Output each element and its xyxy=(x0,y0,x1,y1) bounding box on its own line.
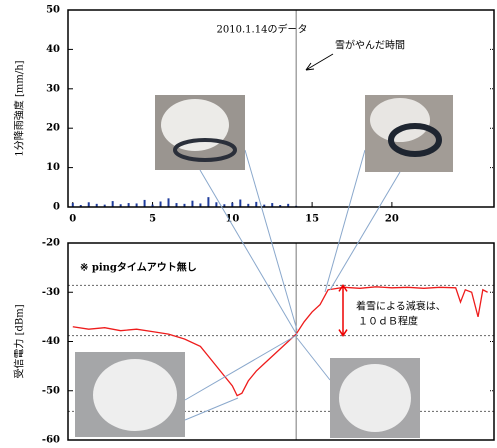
photo-connectors xyxy=(184,149,401,421)
connector xyxy=(184,397,239,421)
connector xyxy=(324,149,366,293)
y-tick-label: 30 xyxy=(46,83,60,94)
annotation-arrowhead xyxy=(305,62,315,71)
photo-snow xyxy=(339,364,411,432)
chart-title: 2010.1.14のデータ xyxy=(217,23,308,36)
photo-ring xyxy=(173,138,237,162)
y-axis-label: 1分降雨強度 [mm/h] xyxy=(13,60,26,156)
annotation: ※ pingタイムアウト無し xyxy=(80,261,197,274)
connector xyxy=(296,337,331,381)
photo xyxy=(365,95,453,172)
photo-snow xyxy=(161,99,229,151)
x-tick-label: 10 xyxy=(225,214,239,225)
connector xyxy=(244,149,298,331)
photo-snow xyxy=(93,359,177,431)
annotation: 着雪による減衰は、 xyxy=(356,300,446,313)
y-tick-label: 0 xyxy=(53,202,60,213)
arrowhead xyxy=(338,284,348,337)
x-tick-label: 0 xyxy=(69,214,76,225)
connector xyxy=(199,169,298,336)
x-tick-label: 20 xyxy=(385,214,399,225)
y-tick-label: 20 xyxy=(46,123,60,134)
y-tick-label: -60 xyxy=(42,435,60,446)
photo xyxy=(75,352,185,437)
connector xyxy=(184,334,298,401)
line xyxy=(72,286,488,397)
photos xyxy=(75,95,453,438)
x-tick-label: 5 xyxy=(149,214,156,225)
x-tick-label: 15 xyxy=(305,214,319,225)
y-tick-label: -30 xyxy=(42,287,60,298)
y-tick-label: -50 xyxy=(42,385,60,396)
y-tick-label: 40 xyxy=(46,44,60,55)
annotation: １０ｄＢ程度 xyxy=(358,315,418,328)
y-tick-label: 10 xyxy=(46,162,60,173)
y-tick-label: -20 xyxy=(42,238,60,249)
annotation: 雪がやんだ時間 xyxy=(335,39,405,52)
annotation-arrow xyxy=(305,53,334,71)
y-axis-label: 受信電力 [dBm] xyxy=(13,304,26,378)
plot-frame xyxy=(67,9,495,208)
y-tick-label: -40 xyxy=(42,336,60,347)
photo xyxy=(155,95,245,170)
plot-frame xyxy=(67,242,495,441)
photo-ring xyxy=(388,123,442,157)
connector xyxy=(329,171,401,291)
photo xyxy=(330,358,420,438)
y-tick-label: 50 xyxy=(46,5,60,16)
photo-snow xyxy=(370,98,430,142)
